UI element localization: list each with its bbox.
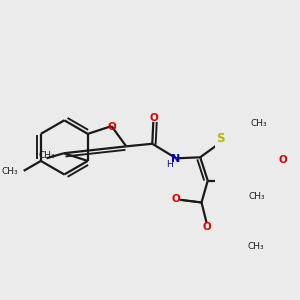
Text: O: O xyxy=(149,113,158,123)
Text: H: H xyxy=(167,160,173,169)
Text: CH₃: CH₃ xyxy=(248,242,265,251)
Text: O: O xyxy=(171,194,180,204)
Text: O: O xyxy=(203,222,212,232)
Text: O: O xyxy=(108,122,116,132)
Text: N: N xyxy=(171,154,180,164)
Text: CH₃: CH₃ xyxy=(248,192,265,201)
Text: O: O xyxy=(279,155,287,165)
Text: CH₃: CH₃ xyxy=(39,151,55,160)
Text: CH₃: CH₃ xyxy=(2,167,19,176)
Text: S: S xyxy=(216,132,224,145)
Text: CH₃: CH₃ xyxy=(251,119,267,128)
